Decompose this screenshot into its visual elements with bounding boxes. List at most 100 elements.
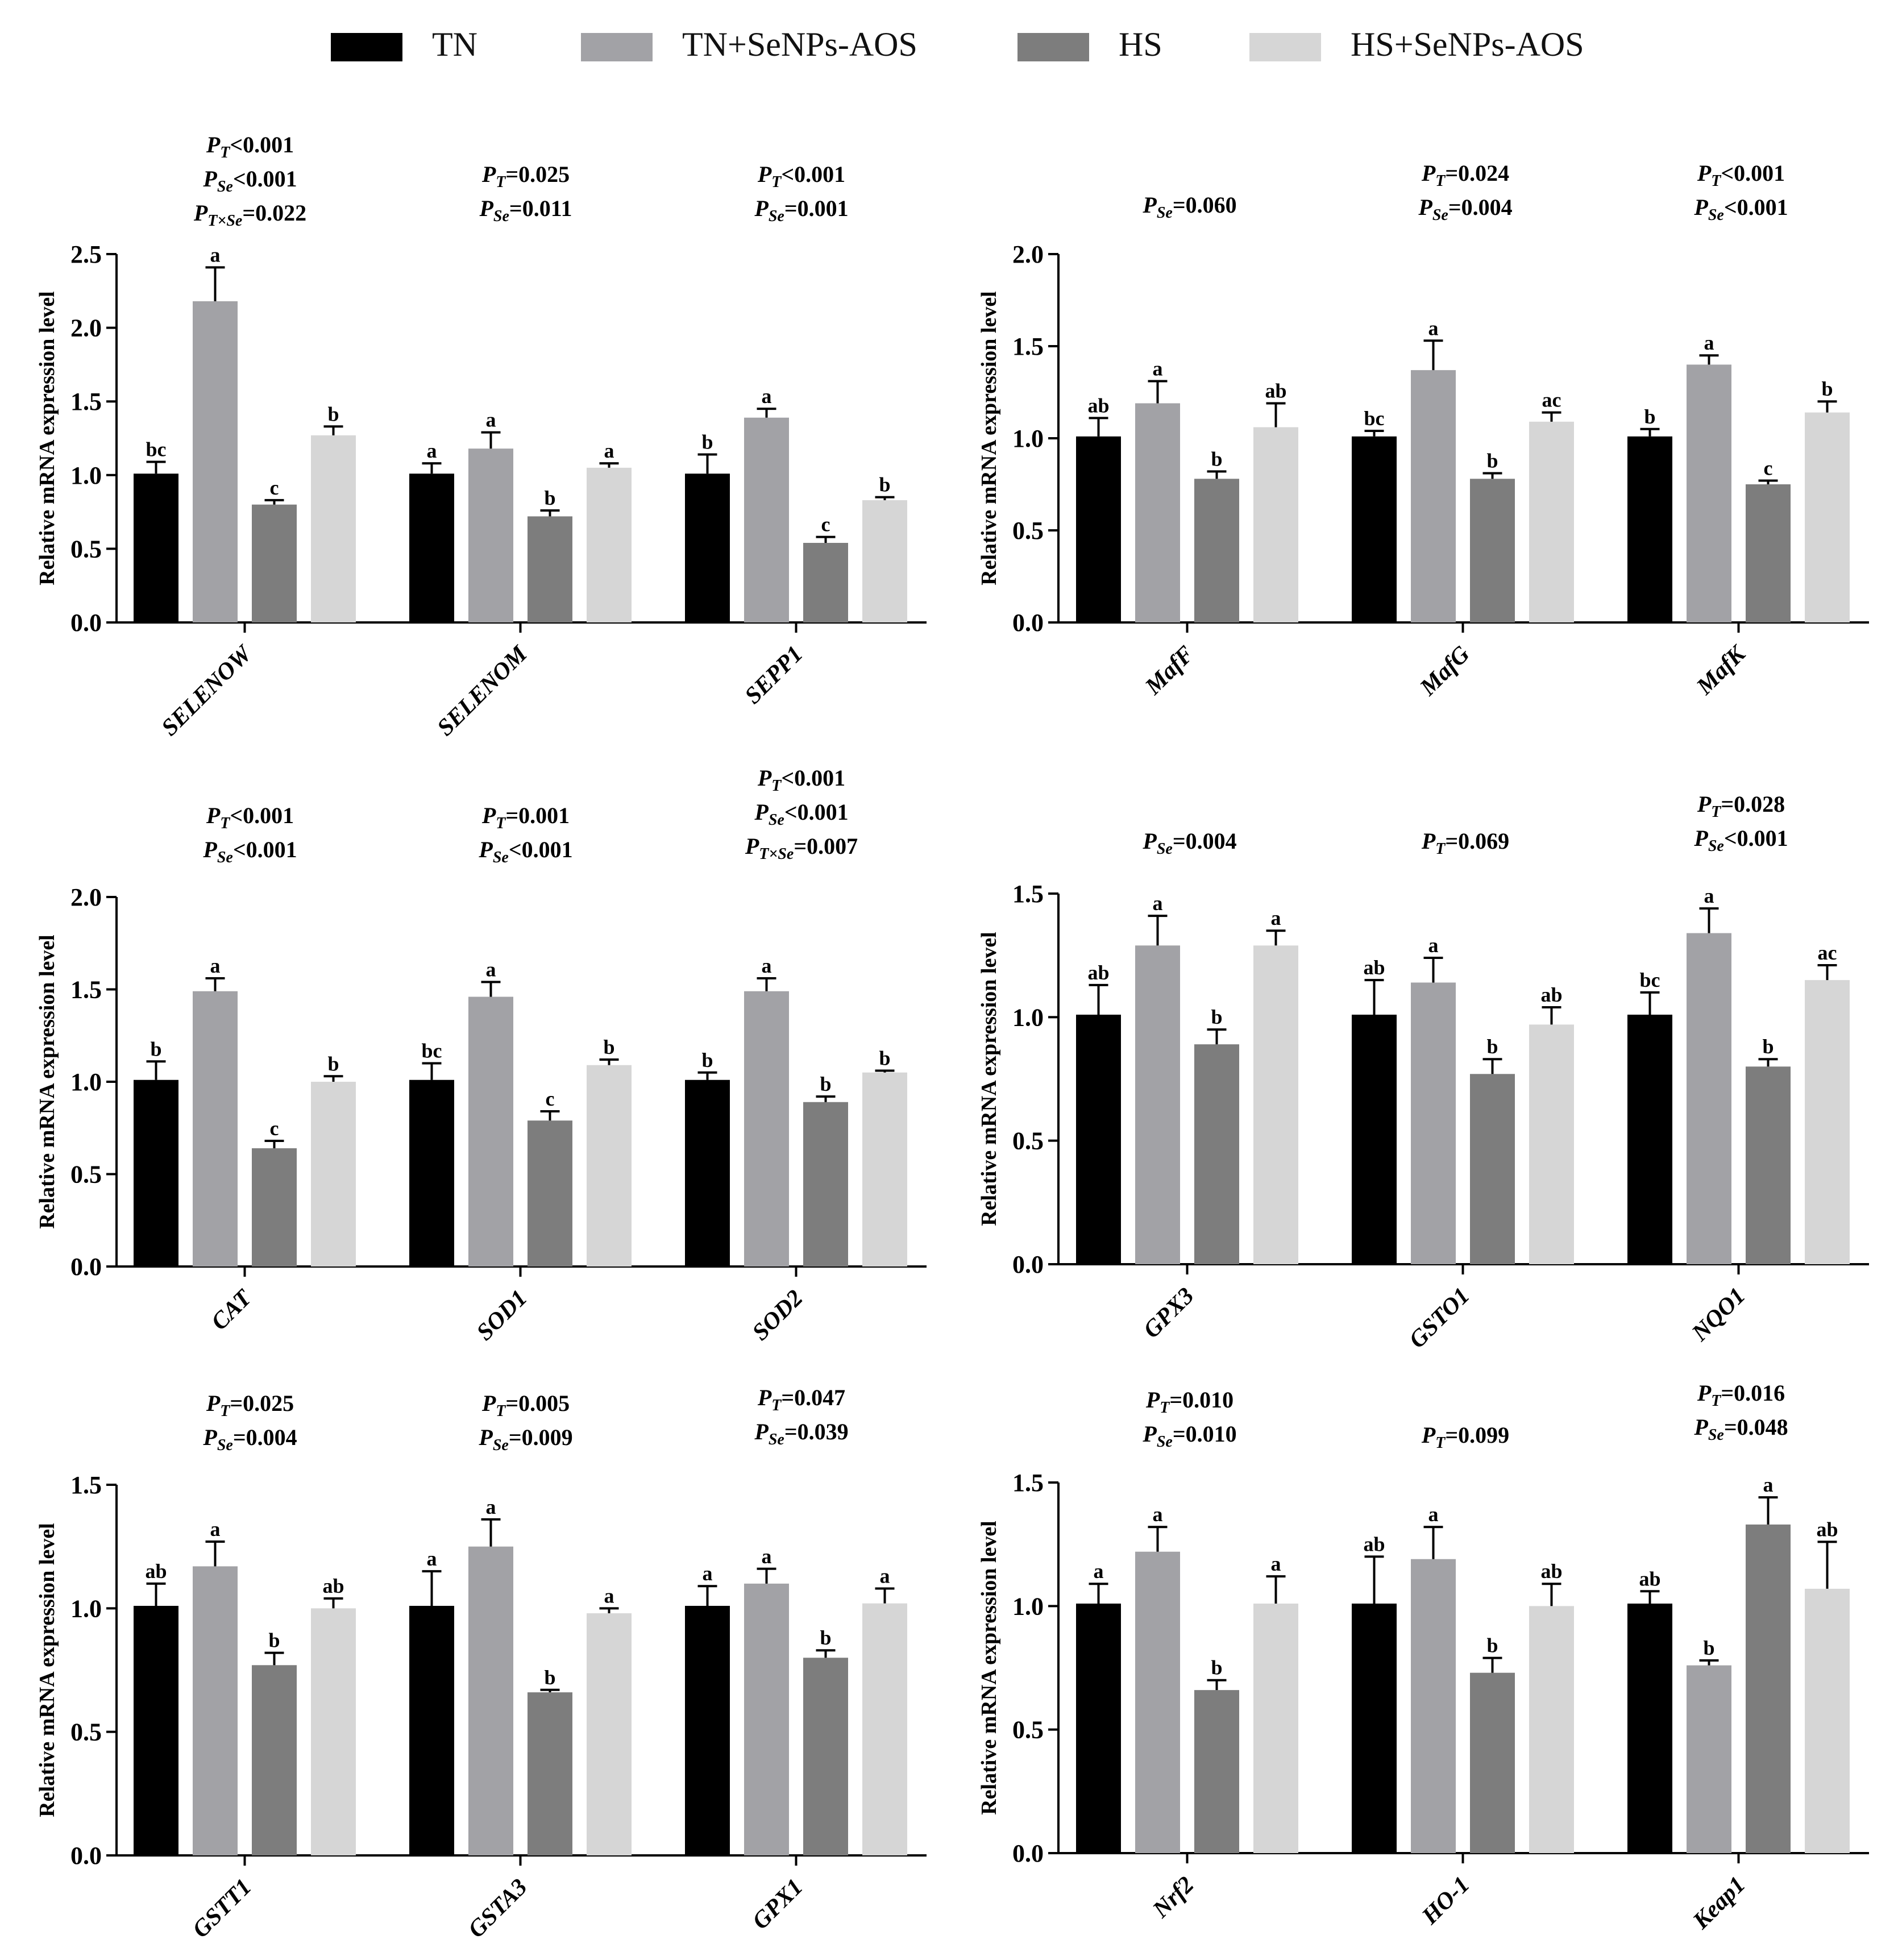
x-tick-label: GSTO1 bbox=[1404, 1283, 1475, 1353]
p-value: 0.001 bbox=[1737, 825, 1788, 851]
bar bbox=[1687, 1665, 1731, 1853]
chart-panel: 0.0 0.5 1.0 1.5 Relative mRNA expression lev… bbox=[977, 791, 1869, 1353]
bar bbox=[1627, 1014, 1672, 1264]
p-subscript: Se bbox=[1708, 837, 1724, 855]
p-subscript: T bbox=[1435, 1434, 1446, 1452]
y-tick-label: 1.5 bbox=[70, 976, 102, 1004]
legend-swatch bbox=[581, 33, 653, 61]
p-relation: = bbox=[1721, 1380, 1734, 1406]
p-subscript: Se bbox=[769, 811, 784, 829]
p-relation: = bbox=[794, 833, 807, 859]
p-value-label: PSe<0.001 bbox=[1693, 825, 1788, 855]
y-tick-label: 0.5 bbox=[1012, 1716, 1044, 1744]
significance-letter: ab bbox=[1540, 1560, 1562, 1583]
p-relation: = bbox=[1173, 828, 1186, 854]
significance-letter: b bbox=[150, 1037, 161, 1060]
p-value: 0.010 bbox=[1186, 1421, 1237, 1447]
p-symbol: P bbox=[479, 196, 493, 221]
significance-letter: b bbox=[879, 1047, 890, 1070]
p-subscript: T bbox=[220, 815, 231, 832]
bar bbox=[311, 435, 356, 622]
p-relation: < bbox=[230, 803, 243, 828]
significance-letter: a bbox=[703, 1562, 713, 1585]
y-axis-label: Relative mRNA expression level bbox=[977, 291, 1001, 585]
p-value: 0.001 bbox=[794, 765, 845, 791]
p-value: 0.001 bbox=[1734, 160, 1785, 186]
significance-letter: a bbox=[1153, 1503, 1163, 1526]
p-symbol: P bbox=[1421, 828, 1436, 854]
p-relation: = bbox=[1724, 1414, 1737, 1440]
bar bbox=[134, 1079, 178, 1266]
p-value-label: PSe=0.039 bbox=[754, 1419, 848, 1448]
bar bbox=[862, 1603, 907, 1855]
p-subscript: T bbox=[1435, 172, 1446, 190]
significance-letter: bc bbox=[1364, 407, 1385, 430]
significance-letter: a bbox=[1271, 1552, 1281, 1575]
p-subscript: Se bbox=[1708, 1426, 1724, 1444]
p-subscript: Se bbox=[1157, 204, 1173, 222]
p-relation: < bbox=[233, 837, 246, 862]
p-value: 0.060 bbox=[1186, 192, 1237, 218]
significance-letter: a bbox=[880, 1565, 890, 1588]
p-subscript: T bbox=[220, 144, 231, 161]
y-tick-label: 0.0 bbox=[1012, 1251, 1044, 1278]
p-value-label: PSe<0.001 bbox=[202, 166, 297, 196]
p-value: 0.022 bbox=[255, 200, 306, 226]
bar bbox=[1746, 484, 1791, 622]
significance-letter: bc bbox=[146, 438, 167, 460]
p-value-label: PT<0.001 bbox=[757, 765, 845, 795]
p-subscript: T×Se bbox=[207, 212, 242, 230]
p-value: 0.010 bbox=[1182, 1387, 1234, 1413]
p-value: 0.025 bbox=[518, 161, 570, 187]
p-value-label: PT×Se=0.007 bbox=[745, 833, 858, 863]
significance-letter: b bbox=[879, 474, 890, 496]
bar bbox=[1135, 403, 1180, 622]
p-subscript: Se bbox=[217, 1436, 233, 1454]
chart-panel: 0.0 0.5 1.0 1.5 2.0 2.5 Relative mRNA expressi… bbox=[35, 132, 927, 741]
p-value-label: PT=0.001 bbox=[481, 803, 570, 832]
p-value: 0.047 bbox=[794, 1385, 845, 1410]
significance-letter: ab bbox=[1639, 1567, 1660, 1590]
p-relation: = bbox=[781, 1385, 794, 1410]
p-value: 0.024 bbox=[1458, 160, 1509, 186]
bar bbox=[1529, 1024, 1574, 1264]
p-value: 0.011 bbox=[522, 196, 572, 221]
p-subscript: Se bbox=[493, 207, 509, 225]
bar bbox=[1352, 1014, 1397, 1264]
y-tick-label: 1.5 bbox=[70, 388, 102, 416]
bar bbox=[1805, 1588, 1850, 1853]
p-relation: = bbox=[1445, 1422, 1458, 1448]
p-value-label: PT=0.099 bbox=[1421, 1422, 1509, 1452]
p-value-label: PSe<0.001 bbox=[1693, 194, 1788, 224]
y-tick-label: 1.0 bbox=[1012, 1003, 1044, 1031]
legend: TN TN+SeNPs-AOS HS HS+SeNPs-AOS bbox=[331, 26, 1584, 63]
significance-letter: a bbox=[1428, 1503, 1439, 1526]
p-value-label: PT<0.001 bbox=[206, 132, 294, 161]
x-tick-label: SOD1 bbox=[472, 1285, 533, 1346]
p-symbol: P bbox=[1697, 1380, 1712, 1406]
p-symbol: P bbox=[478, 837, 493, 862]
y-tick-label: 1.5 bbox=[1012, 880, 1044, 908]
p-symbol: P bbox=[206, 1390, 221, 1416]
p-value: 0.016 bbox=[1734, 1380, 1785, 1406]
significance-letter: b bbox=[1703, 1637, 1714, 1659]
p-subscript: T bbox=[771, 1397, 782, 1414]
significance-letter: a bbox=[1153, 892, 1163, 915]
x-tick-label: MafG bbox=[1415, 641, 1475, 701]
chart-panel: 0.0 0.5 1.0 1.5 2.0 Relative mRNA expression … bbox=[35, 765, 927, 1346]
bar bbox=[134, 474, 178, 622]
y-tick-label: 0.5 bbox=[70, 1718, 102, 1746]
bar bbox=[1076, 1603, 1121, 1853]
significance-letter: a bbox=[1428, 934, 1439, 957]
bar bbox=[1135, 1551, 1180, 1853]
